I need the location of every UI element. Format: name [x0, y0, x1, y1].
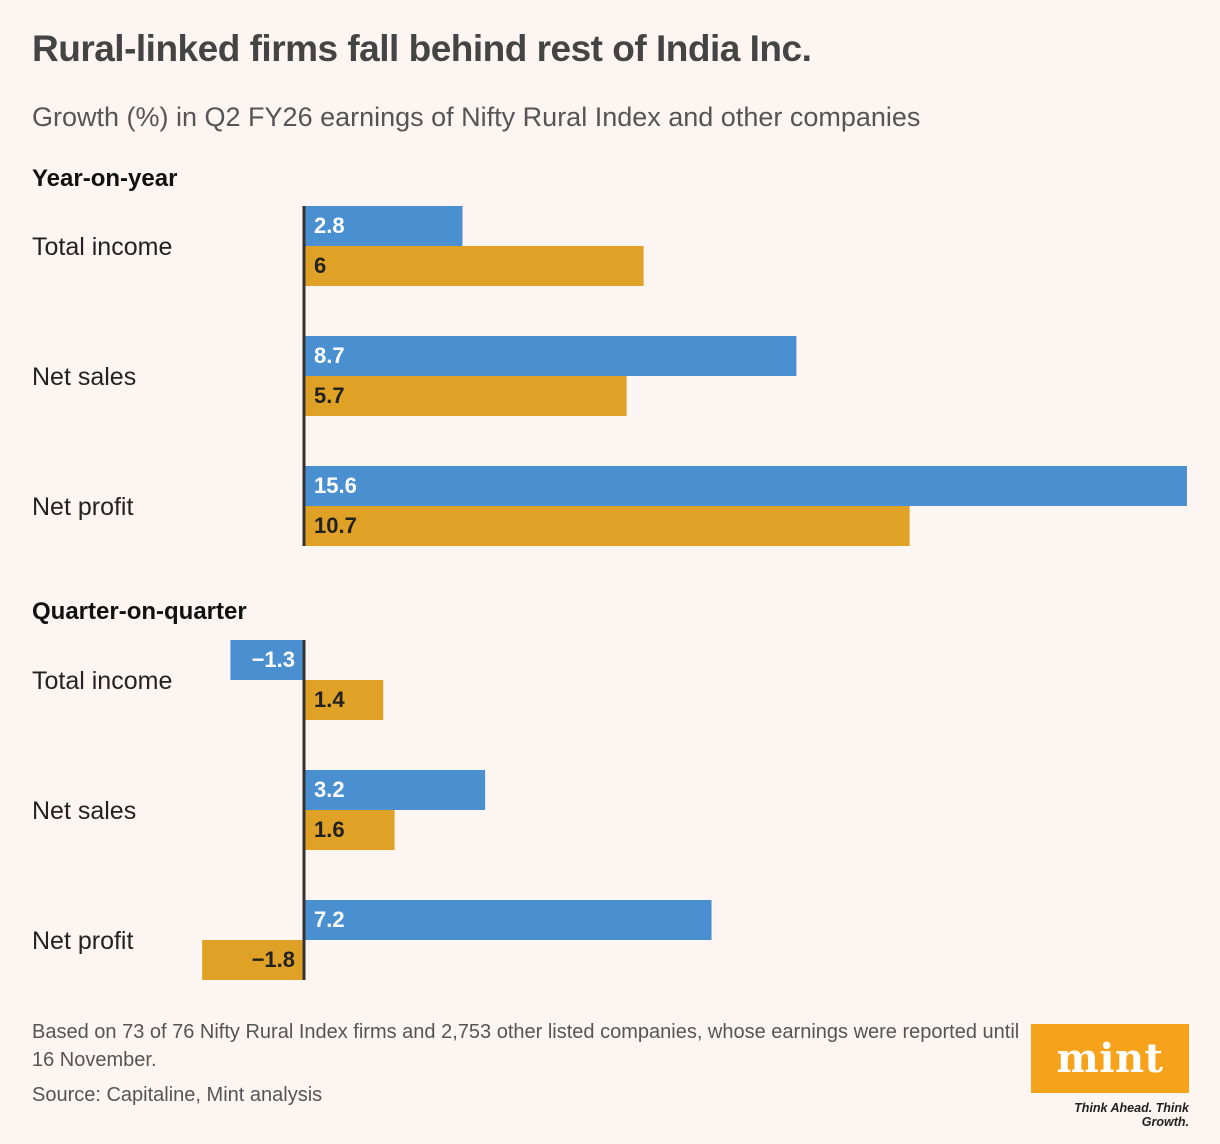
bar: [304, 680, 384, 720]
category-label: Net sales: [32, 363, 136, 391]
category-label: Total income: [32, 233, 172, 261]
footnote: Based on 73 of 76 Nifty Rural Index firm…: [32, 1021, 1020, 1071]
mint-logo: mint: [1031, 1024, 1189, 1093]
category-label: Net sales: [32, 797, 136, 825]
section-title: Year-on-year: [32, 165, 177, 192]
data-label: −1.3: [252, 647, 295, 672]
bar: [304, 376, 627, 416]
category-label: Net profit: [32, 927, 133, 955]
logo-text: mint: [1056, 1035, 1164, 1082]
data-label: 2.8: [314, 213, 345, 238]
data-label: 15.6: [314, 473, 357, 498]
data-label: 1.6: [314, 817, 345, 842]
data-label: 3.2: [314, 777, 345, 802]
bar: [304, 810, 395, 850]
bar: [304, 336, 797, 376]
chart-subtitle: Growth (%) in Q2 FY26 earnings of Nifty …: [32, 102, 921, 132]
bar: [304, 770, 486, 810]
bar: [202, 940, 304, 980]
data-label: 1.4: [314, 687, 345, 712]
chart-title: Rural-linked firms fall behind rest of I…: [32, 28, 812, 69]
category-label: Total income: [32, 667, 172, 695]
bar: [304, 506, 910, 546]
data-label: 6: [314, 253, 326, 278]
data-label: −1.8: [252, 947, 295, 972]
chart-area: Year-on-year Total income 2.8 6 Net sales 8.7…: [32, 165, 1187, 980]
data-label: 8.7: [314, 343, 345, 368]
source-note: Source: Capitaline, Mint analysis: [32, 1084, 323, 1106]
bar: [230, 640, 304, 680]
bar: [304, 900, 712, 940]
bar: [304, 246, 644, 286]
data-label: 7.2: [314, 907, 345, 932]
data-label: 5.7: [314, 383, 345, 408]
data-label: 10.7: [314, 513, 357, 538]
logo-tagline: Think Ahead. Think Growth.: [1074, 1101, 1189, 1129]
bar: [304, 466, 1187, 506]
bar: [304, 206, 463, 246]
section-title: Quarter-on-quarter: [32, 598, 247, 625]
category-label: Net profit: [32, 493, 133, 521]
